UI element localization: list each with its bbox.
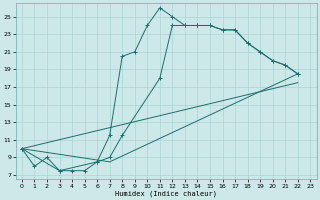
X-axis label: Humidex (Indice chaleur): Humidex (Indice chaleur) xyxy=(115,190,217,197)
